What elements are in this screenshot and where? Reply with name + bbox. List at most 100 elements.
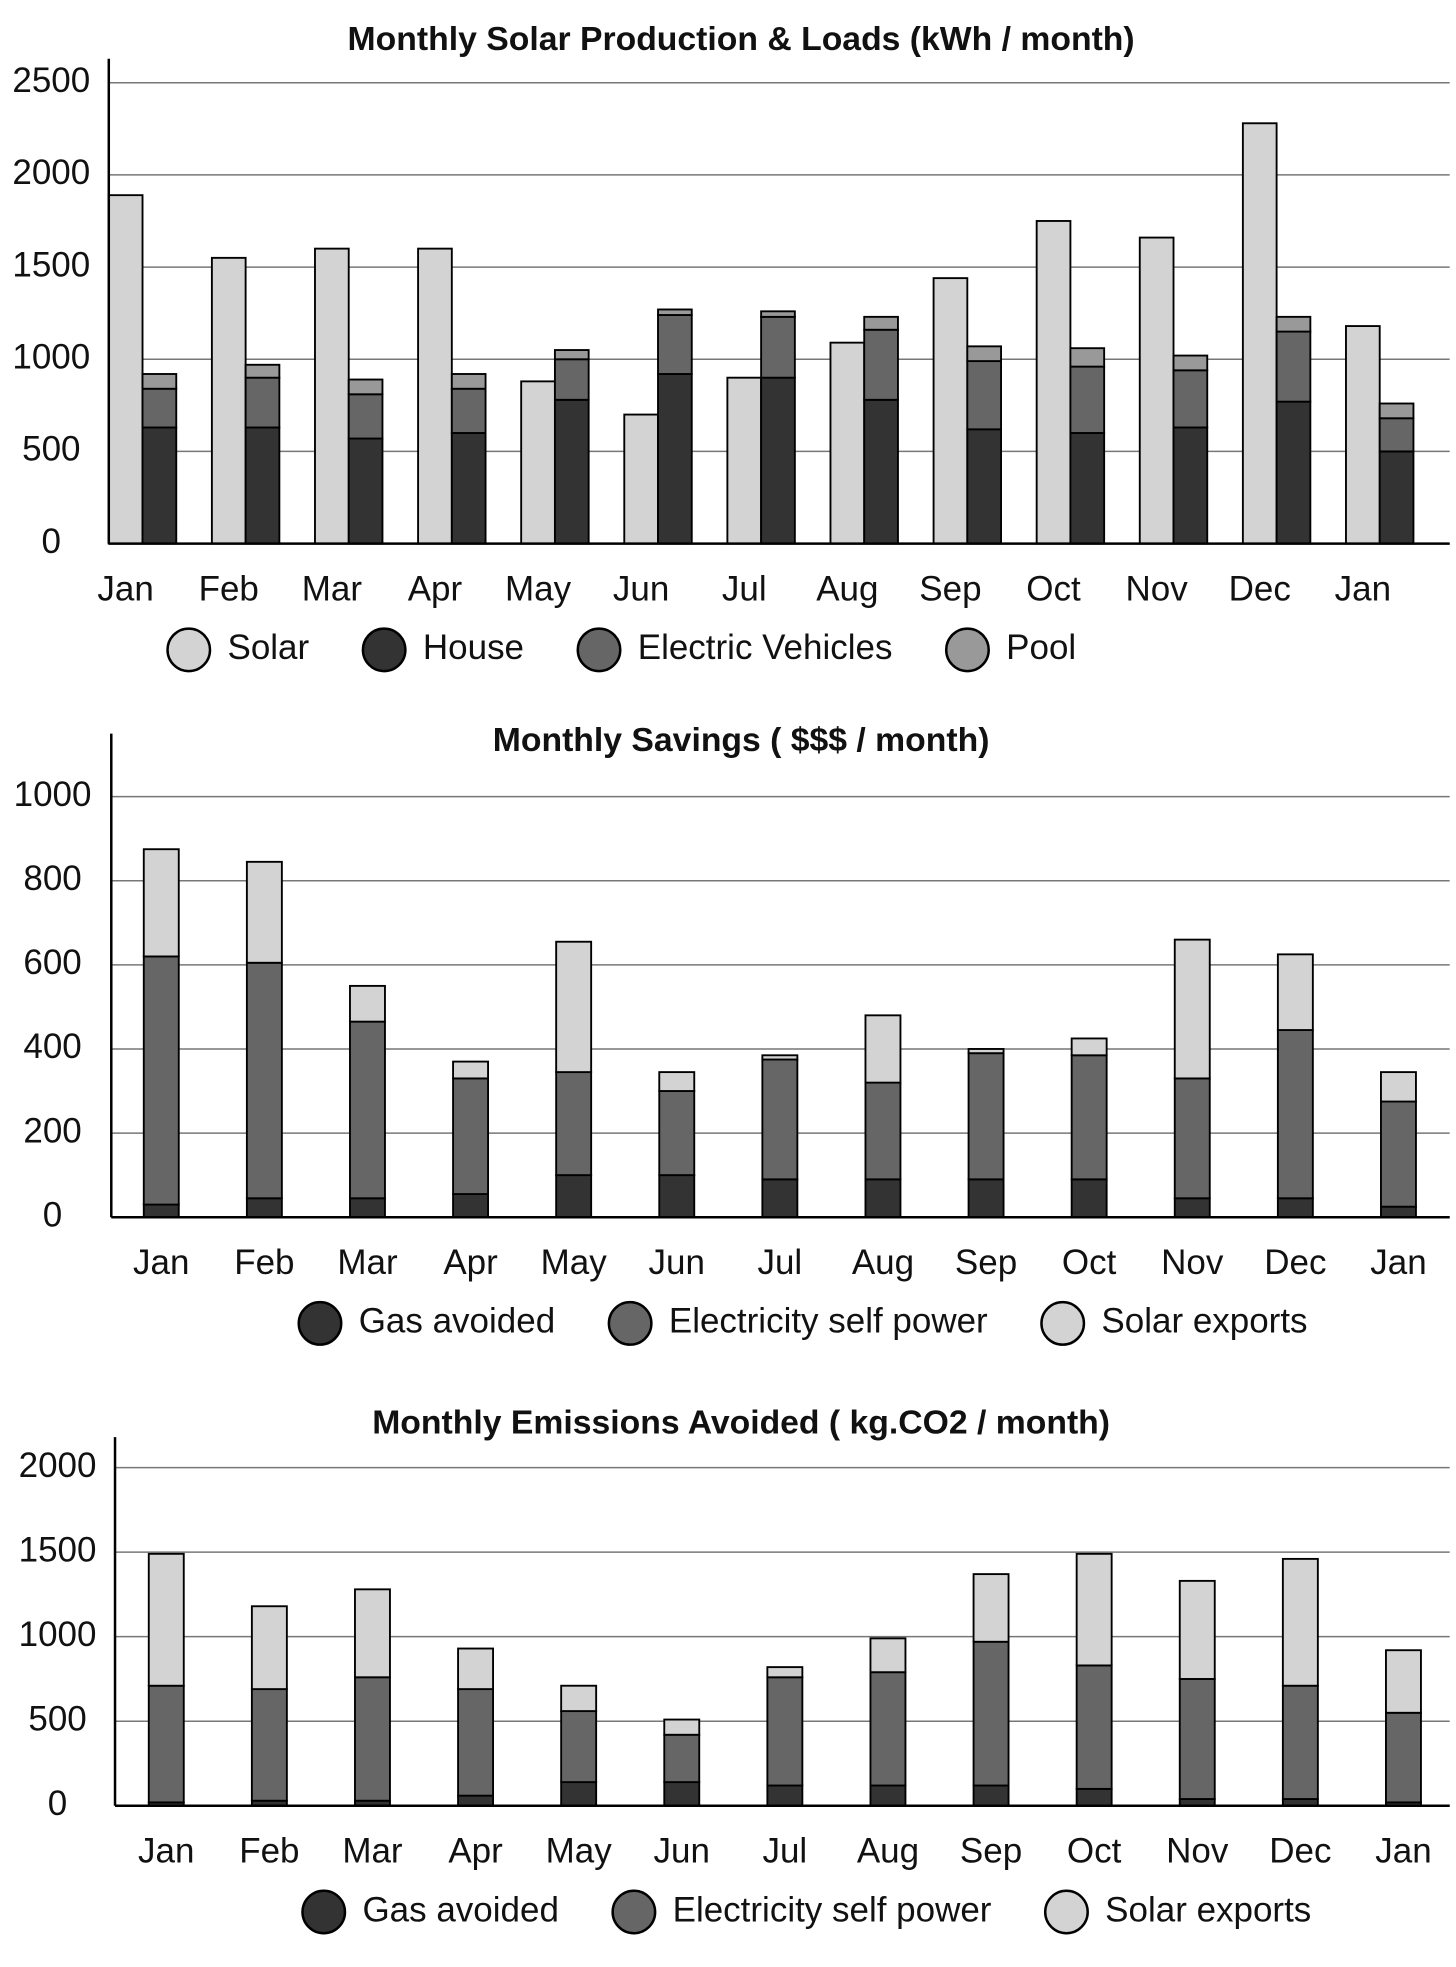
bar-segment xyxy=(966,428,1002,545)
bar-segment xyxy=(658,1071,696,1092)
bar-segment xyxy=(1069,365,1106,434)
bar-segment xyxy=(250,1605,288,1691)
x-tick-label: Aug xyxy=(816,569,878,608)
legend-label: Gas avoided xyxy=(362,1890,558,1929)
bar-segment xyxy=(1275,400,1312,545)
bar-segment xyxy=(657,308,693,316)
bar-segment xyxy=(457,1794,494,1807)
bar-segment xyxy=(1275,330,1312,403)
legend-marker xyxy=(576,627,622,673)
x-tick-label: Sep xyxy=(955,1243,1017,1282)
bar-segment xyxy=(553,358,590,401)
bar-segment xyxy=(1069,347,1106,368)
bar-segment xyxy=(869,1784,907,1807)
bar-segment xyxy=(1172,354,1209,372)
bar-segment xyxy=(1173,1077,1211,1200)
bar-segment xyxy=(972,1640,1010,1787)
bar-segment xyxy=(520,380,556,545)
x-tick-label: Aug xyxy=(852,1243,914,1282)
x-tick-label: Apr xyxy=(408,569,463,608)
x-tick-label: Feb xyxy=(234,1243,294,1282)
bar-segment xyxy=(417,247,453,545)
bar-segment xyxy=(1385,1649,1422,1714)
bar-segment xyxy=(1035,220,1072,545)
x-tick-label: Dec xyxy=(1229,569,1291,608)
bar-segment xyxy=(1075,1664,1113,1790)
x-tick-label: Oct xyxy=(1026,569,1081,608)
x-tick-label: Sep xyxy=(919,569,981,608)
bar-segment xyxy=(1281,1557,1319,1687)
bar-segment xyxy=(1378,450,1415,545)
bar-segment xyxy=(1070,1054,1108,1181)
legend-marker xyxy=(607,1300,653,1346)
bar-segment xyxy=(450,373,487,390)
bar-segment xyxy=(142,848,180,958)
bar-segment xyxy=(553,398,590,545)
y-tick-label: 1500 xyxy=(12,245,90,284)
x-tick-label: Mar xyxy=(302,569,363,608)
bar-segment xyxy=(657,314,693,375)
bar-segment xyxy=(245,1197,283,1219)
bar-segment xyxy=(967,1052,1005,1181)
bar-segment xyxy=(141,373,178,390)
bar-segment xyxy=(658,1174,696,1219)
bar-segment xyxy=(760,376,796,545)
x-tick-label: Jun xyxy=(654,1832,710,1871)
bar-segment xyxy=(1069,432,1106,545)
chart-title: Monthly Savings ( $$$ / month) xyxy=(493,721,990,759)
bar-segment xyxy=(1173,1197,1211,1219)
legend-marker xyxy=(611,1889,657,1935)
bar-segment xyxy=(829,341,866,545)
bar-segment xyxy=(864,1178,902,1219)
x-tick-label: Mar xyxy=(342,1832,403,1871)
bar-segment xyxy=(245,860,283,964)
x-tick-label: Mar xyxy=(337,1243,398,1282)
bar-segment xyxy=(560,1710,598,1784)
bar-segment xyxy=(1178,1579,1216,1680)
bar-segment xyxy=(457,1647,494,1691)
y-tick-label: 400 xyxy=(23,1027,81,1066)
x-tick-label: Jul xyxy=(762,1832,807,1871)
y-tick-label: 200 xyxy=(23,1111,81,1150)
x-tick-label: Feb xyxy=(199,569,259,608)
bar-segment xyxy=(141,426,178,545)
x-tick-label: Jan xyxy=(133,1243,189,1282)
legend-marker xyxy=(1043,1889,1089,1935)
legend-label: Electricity self power xyxy=(673,1890,992,1929)
bar-segment xyxy=(1276,1197,1314,1219)
y-tick-label: 500 xyxy=(28,1699,86,1738)
bar-segment xyxy=(869,1671,907,1787)
bar-segment xyxy=(869,1637,907,1674)
legend-marker xyxy=(301,1889,347,1935)
bar-segment xyxy=(663,1733,701,1784)
bar-segment xyxy=(452,1077,489,1195)
bar-segment xyxy=(1241,122,1278,545)
x-tick-label: Aug xyxy=(857,1832,919,1871)
bar-segment xyxy=(1380,1100,1417,1208)
bar-segment xyxy=(553,349,590,361)
bar-segment xyxy=(560,1781,598,1807)
bar-segment xyxy=(349,1020,386,1200)
x-tick-label: Nov xyxy=(1126,569,1189,608)
bar-segment xyxy=(244,376,281,429)
bar-segment xyxy=(623,413,659,545)
bar-segment xyxy=(210,256,247,545)
x-tick-label: Oct xyxy=(1062,1243,1117,1282)
bar-segment xyxy=(142,1203,180,1219)
bar-segment xyxy=(1070,1037,1108,1057)
legend-label: Solar exports xyxy=(1101,1302,1307,1341)
bar-segment xyxy=(863,398,899,545)
bar-segment xyxy=(967,1178,1005,1219)
y-tick-label: 1000 xyxy=(12,337,90,376)
bar-segment xyxy=(1173,938,1211,1080)
x-tick-label: Dec xyxy=(1264,1243,1326,1282)
x-tick-label: Jun xyxy=(649,1243,705,1282)
bar-segment xyxy=(450,432,487,545)
legend-marker xyxy=(944,627,990,673)
x-tick-label: Jan xyxy=(1370,1243,1426,1282)
bar-segment xyxy=(347,393,384,440)
bar-segment xyxy=(244,363,281,379)
bar-segment xyxy=(663,1781,701,1807)
x-tick-label: May xyxy=(505,569,572,608)
bar-segment xyxy=(967,1048,1005,1055)
